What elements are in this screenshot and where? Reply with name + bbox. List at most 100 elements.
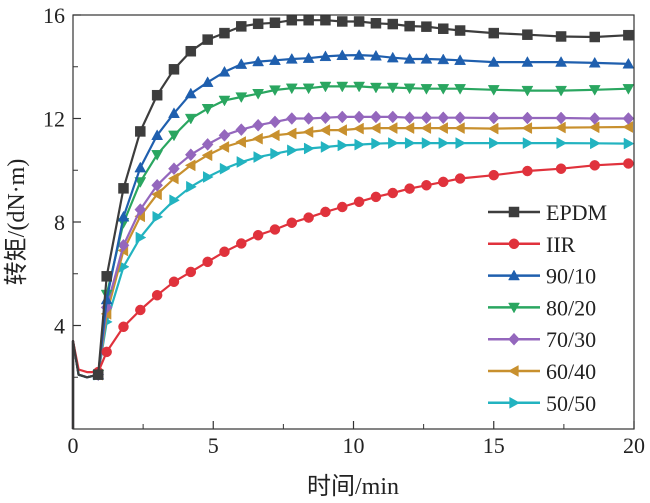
data-point bbox=[454, 84, 467, 95]
data-point bbox=[454, 111, 466, 125]
data-point bbox=[236, 156, 248, 168]
data-point bbox=[185, 45, 197, 57]
data-point bbox=[588, 112, 601, 125]
data-point bbox=[370, 18, 382, 29]
data-point bbox=[285, 83, 298, 95]
data-point bbox=[370, 191, 382, 203]
data-point bbox=[588, 56, 601, 68]
data-point bbox=[101, 271, 112, 282]
legend-label: 70/30 bbox=[546, 327, 596, 352]
data-point bbox=[184, 159, 196, 172]
data-point bbox=[588, 85, 601, 96]
data-point bbox=[92, 369, 104, 380]
data-point bbox=[437, 84, 450, 95]
data-point bbox=[320, 206, 331, 218]
x-tick-label: 15 bbox=[483, 433, 505, 458]
data-point bbox=[421, 137, 433, 150]
legend-item: 90/10 bbox=[488, 264, 596, 289]
legend-item: 50/50 bbox=[488, 391, 596, 416]
data-point bbox=[488, 169, 499, 181]
data-point bbox=[404, 137, 416, 150]
data-point bbox=[269, 17, 281, 29]
data-point bbox=[303, 142, 315, 155]
data-point bbox=[167, 172, 179, 185]
data-point bbox=[117, 238, 130, 252]
data-point bbox=[589, 160, 600, 171]
data-point bbox=[438, 137, 450, 150]
data-point bbox=[184, 148, 197, 162]
data-point bbox=[235, 136, 246, 148]
data-point bbox=[135, 304, 146, 316]
data-point bbox=[201, 138, 214, 151]
data-point bbox=[151, 188, 162, 201]
legend-item: EPDM bbox=[488, 200, 607, 225]
legend-marker bbox=[508, 332, 520, 346]
y-tick-label: 4 bbox=[54, 314, 65, 339]
legend-label: 60/40 bbox=[546, 359, 596, 384]
axes: 0 5 10 15 20 4 8 12 16 bbox=[43, 3, 645, 458]
data-point bbox=[184, 113, 197, 125]
data-point bbox=[252, 132, 263, 145]
data-point bbox=[555, 31, 567, 42]
data-point bbox=[218, 95, 231, 107]
data-point bbox=[286, 14, 298, 26]
series-epdm bbox=[71, 14, 634, 429]
legend-item: IIR bbox=[488, 232, 576, 257]
legend-label: EPDM bbox=[546, 200, 607, 225]
data-point bbox=[555, 111, 567, 125]
data-point bbox=[252, 55, 265, 67]
legend: EPDM IIR 90/10 80/20 70/30 60/40 50/50 bbox=[488, 200, 607, 416]
data-point bbox=[488, 27, 499, 39]
y-axis-label: 转矩/(dN·m) bbox=[3, 159, 30, 286]
data-point bbox=[302, 126, 314, 138]
data-point bbox=[590, 137, 601, 150]
data-point bbox=[285, 112, 298, 125]
data-point bbox=[353, 110, 365, 124]
data-point bbox=[168, 107, 180, 118]
data-point bbox=[219, 27, 230, 39]
data-point bbox=[521, 85, 534, 97]
data-point bbox=[169, 194, 180, 207]
data-point bbox=[302, 83, 315, 95]
data-point bbox=[438, 176, 449, 188]
data-point bbox=[622, 57, 635, 69]
data-point bbox=[403, 83, 416, 95]
data-point bbox=[252, 89, 265, 100]
data-point bbox=[487, 85, 500, 96]
data-point bbox=[588, 121, 600, 134]
data-point bbox=[235, 123, 248, 136]
data-point bbox=[521, 111, 534, 125]
data-point bbox=[135, 126, 146, 137]
data-point bbox=[353, 122, 364, 135]
y-tick-label: 16 bbox=[43, 3, 65, 28]
legend-marker bbox=[508, 302, 520, 314]
data-point bbox=[236, 21, 247, 32]
data-point bbox=[319, 50, 332, 62]
data-point bbox=[168, 276, 180, 288]
data-point bbox=[151, 178, 163, 192]
data-point bbox=[370, 110, 382, 124]
data-point bbox=[285, 127, 297, 140]
data-point bbox=[354, 138, 366, 151]
legend-label: 80/20 bbox=[546, 295, 596, 320]
data-point bbox=[285, 52, 298, 64]
data-point bbox=[420, 122, 432, 134]
y-tick-label: 12 bbox=[43, 107, 65, 132]
data-point bbox=[555, 121, 566, 134]
data-point bbox=[353, 16, 365, 27]
x-tick-label: 0 bbox=[68, 433, 79, 458]
data-point bbox=[371, 137, 382, 150]
legend-item: 70/30 bbox=[488, 327, 596, 352]
data-point bbox=[420, 111, 433, 125]
data-point bbox=[454, 122, 465, 134]
data-point bbox=[184, 87, 197, 99]
data-point bbox=[269, 224, 281, 235]
legend-marker bbox=[508, 206, 520, 218]
data-point bbox=[218, 128, 231, 142]
data-point bbox=[556, 137, 568, 150]
data-point bbox=[555, 85, 567, 97]
data-point bbox=[438, 23, 449, 34]
y-tick-label: 8 bbox=[54, 210, 65, 235]
legend-marker bbox=[508, 238, 520, 250]
data-point bbox=[252, 18, 264, 30]
